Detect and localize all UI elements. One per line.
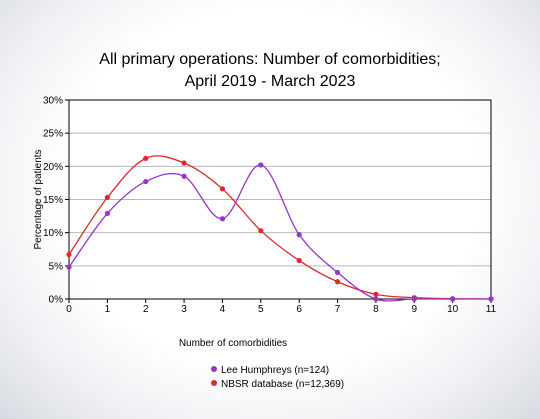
x-tick-label: 1 <box>105 304 111 315</box>
x-axis-label: Number of comorbidities <box>179 338 287 349</box>
y-axis-label: Percentage of patients <box>33 149 44 249</box>
series-nbsr-database <box>66 155 494 302</box>
data-point-nbsr-database <box>143 155 149 161</box>
chart-title-line-1: All primary operations: Number of comorb… <box>99 51 440 68</box>
grid <box>69 132 491 267</box>
data-point-lee-humphreys <box>66 264 72 270</box>
data-point-lee-humphreys <box>219 216 226 222</box>
legend-marker-nbsr-database <box>211 380 217 386</box>
y-tick-label: 25% <box>43 129 63 140</box>
x-tick-label: 3 <box>181 304 187 315</box>
x-tick-label: 9 <box>411 304 417 315</box>
x-tick-label: 7 <box>335 304 341 315</box>
y-axis-ticks: 0% 5% 10% 15% 20% 25% 30% <box>43 96 69 306</box>
data-point-nbsr-database <box>181 160 187 166</box>
data-point-lee-humphreys <box>181 173 187 179</box>
x-tick-label: 10 <box>447 304 459 315</box>
x-tick-label: 0 <box>66 304 72 315</box>
data-point-lee-humphreys <box>296 232 302 238</box>
series-line-nbsr-database <box>68 155 492 300</box>
data-point-nbsr-database <box>219 186 226 192</box>
x-tick-label: 2 <box>143 304 149 315</box>
y-tick-label: 5% <box>49 261 64 272</box>
legend-marker-lee-humphreys <box>211 366 217 372</box>
series-lee-humphreys <box>66 162 494 302</box>
legend: Lee Humphreys (n=124) NBSR database (n=1… <box>211 365 344 390</box>
y-tick-label: 30% <box>43 96 63 107</box>
y-tick-label: 0% <box>49 295 64 306</box>
data-point-lee-humphreys <box>411 296 417 302</box>
data-point-lee-humphreys <box>373 296 379 302</box>
data-point-lee-humphreys <box>104 210 110 217</box>
x-tick-label: 6 <box>296 304 302 315</box>
data-point-nbsr-database <box>258 228 264 234</box>
x-tick-label: 5 <box>258 304 264 315</box>
x-tick-label: 11 <box>486 304 497 315</box>
data-point-lee-humphreys <box>334 269 341 276</box>
x-tick-label: 8 <box>373 304 379 315</box>
legend-label-nbsr-database: NBSR database (n=12,369) <box>221 379 344 390</box>
data-point-lee-humphreys <box>143 178 149 185</box>
data-point-lee-humphreys <box>258 162 264 168</box>
chart-title-line-2: April 2019 - March 2023 <box>185 73 356 90</box>
data-point-nbsr-database <box>334 279 341 285</box>
data-point-nbsr-database <box>66 251 72 258</box>
y-tick-label: 10% <box>43 228 63 239</box>
legend-label-lee-humphreys: Lee Humphreys (n=124) <box>221 365 329 376</box>
data-point-nbsr-database <box>104 194 110 201</box>
y-tick-label: 15% <box>43 195 63 206</box>
x-tick-label: 4 <box>220 304 226 315</box>
y-tick-label: 20% <box>43 162 63 173</box>
data-point-lee-humphreys <box>488 296 494 302</box>
x-axis-ticks: 0 1 2 3 4 5 6 7 8 9 10 11 <box>66 299 497 315</box>
data-point-nbsr-database <box>373 291 379 297</box>
data-point-nbsr-database <box>296 257 302 264</box>
data-point-lee-humphreys <box>450 296 456 302</box>
series <box>66 155 494 302</box>
